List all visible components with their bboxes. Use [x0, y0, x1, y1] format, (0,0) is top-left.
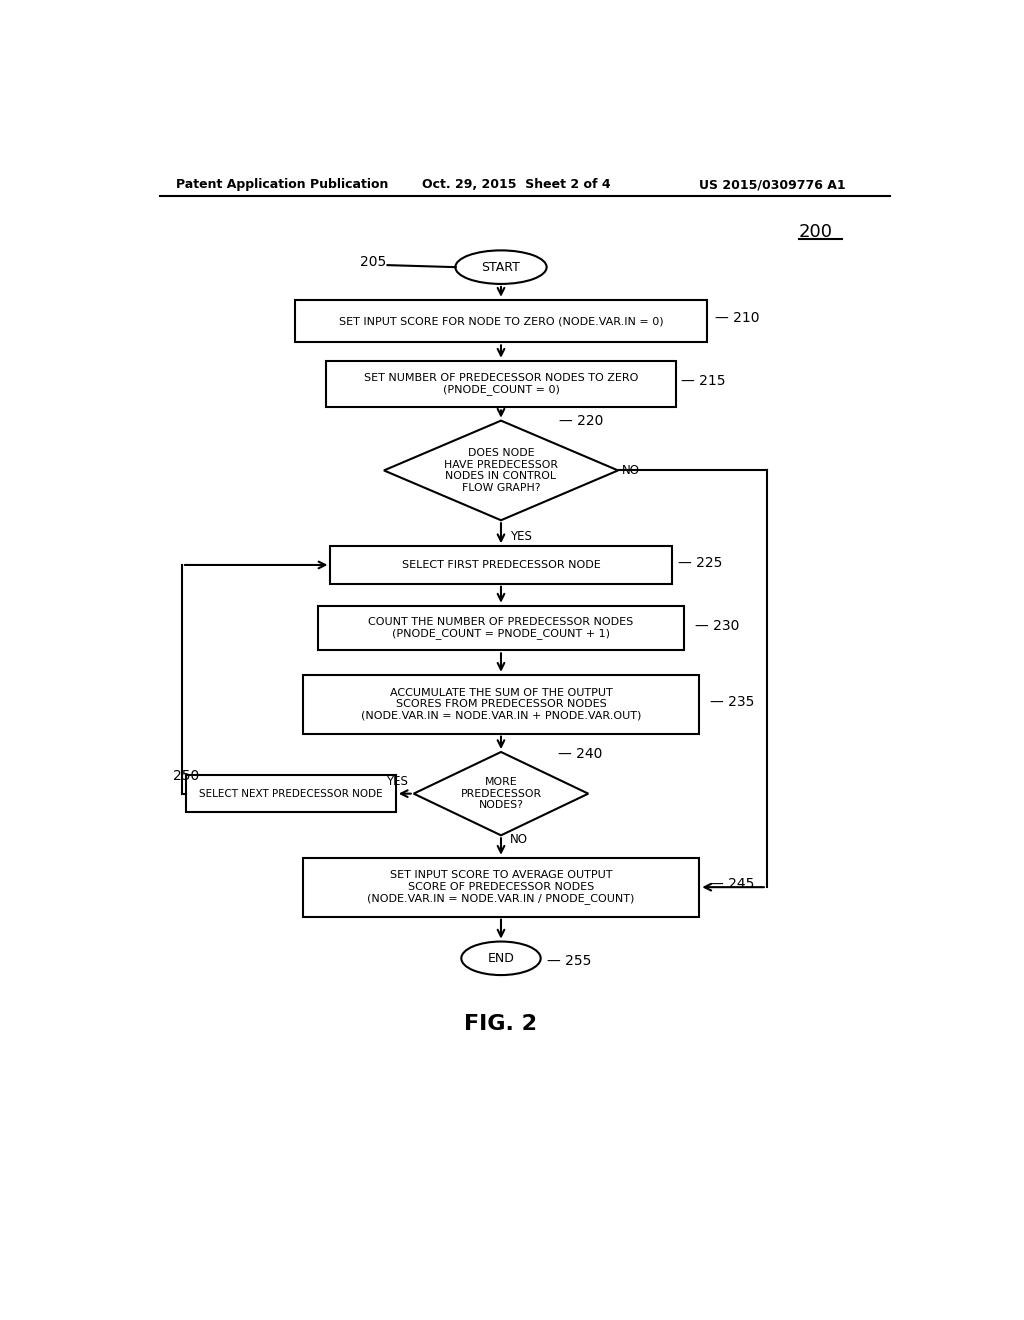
- Text: SET INPUT SCORE FOR NODE TO ZERO (NODE.VAR.IN = 0): SET INPUT SCORE FOR NODE TO ZERO (NODE.V…: [339, 315, 664, 326]
- FancyBboxPatch shape: [327, 360, 676, 408]
- Text: — 245: — 245: [710, 876, 754, 891]
- Text: Oct. 29, 2015  Sheet 2 of 4: Oct. 29, 2015 Sheet 2 of 4: [422, 178, 610, 191]
- Polygon shape: [384, 421, 618, 520]
- Text: MORE
PREDECESSOR
NODES?: MORE PREDECESSOR NODES?: [461, 777, 542, 810]
- Text: SELECT NEXT PREDECESSOR NODE: SELECT NEXT PREDECESSOR NODE: [199, 788, 383, 799]
- Text: 250: 250: [173, 770, 200, 783]
- Text: SET NUMBER OF PREDECESSOR NODES TO ZERO
(PNODE_COUNT = 0): SET NUMBER OF PREDECESSOR NODES TO ZERO …: [364, 372, 638, 395]
- Text: YES: YES: [386, 775, 409, 788]
- FancyBboxPatch shape: [303, 858, 699, 916]
- FancyBboxPatch shape: [303, 675, 699, 734]
- Text: START: START: [481, 260, 520, 273]
- Text: 205: 205: [359, 255, 386, 269]
- Polygon shape: [414, 752, 588, 836]
- Text: — 225: — 225: [678, 556, 722, 570]
- FancyBboxPatch shape: [295, 300, 708, 342]
- Text: NO: NO: [622, 463, 640, 477]
- FancyBboxPatch shape: [185, 775, 396, 812]
- Text: — 235: — 235: [710, 696, 754, 709]
- Text: YES: YES: [510, 531, 531, 543]
- Ellipse shape: [461, 941, 541, 975]
- FancyBboxPatch shape: [318, 606, 684, 651]
- Text: SELECT FIRST PREDECESSOR NODE: SELECT FIRST PREDECESSOR NODE: [401, 560, 600, 570]
- Text: — 220: — 220: [559, 413, 603, 428]
- Text: SET INPUT SCORE TO AVERAGE OUTPUT
SCORE OF PREDECESSOR NODES
(NODE.VAR.IN = NODE: SET INPUT SCORE TO AVERAGE OUTPUT SCORE …: [368, 870, 635, 904]
- Text: — 230: — 230: [695, 619, 739, 634]
- Text: FIG. 2: FIG. 2: [465, 1014, 538, 1035]
- Text: ACCUMULATE THE SUM OF THE OUTPUT
SCORES FROM PREDECESSOR NODES
(NODE.VAR.IN = NO: ACCUMULATE THE SUM OF THE OUTPUT SCORES …: [360, 688, 641, 721]
- Text: NO: NO: [510, 833, 527, 846]
- FancyBboxPatch shape: [331, 546, 672, 583]
- Text: US 2015/0309776 A1: US 2015/0309776 A1: [699, 178, 846, 191]
- Text: Patent Application Publication: Patent Application Publication: [176, 178, 388, 191]
- Ellipse shape: [456, 251, 547, 284]
- Text: — 215: — 215: [681, 374, 726, 388]
- Text: — 240: — 240: [558, 747, 602, 762]
- Text: END: END: [487, 952, 514, 965]
- Text: — 255: — 255: [547, 954, 592, 969]
- Text: DOES NODE
HAVE PREDECESSOR
NODES IN CONTROL
FLOW GRAPH?: DOES NODE HAVE PREDECESSOR NODES IN CONT…: [444, 447, 558, 492]
- Text: COUNT THE NUMBER OF PREDECESSOR NODES
(PNODE_COUNT = PNODE_COUNT + 1): COUNT THE NUMBER OF PREDECESSOR NODES (P…: [369, 616, 634, 639]
- Text: — 210: — 210: [715, 312, 760, 325]
- Text: 200: 200: [799, 223, 833, 240]
